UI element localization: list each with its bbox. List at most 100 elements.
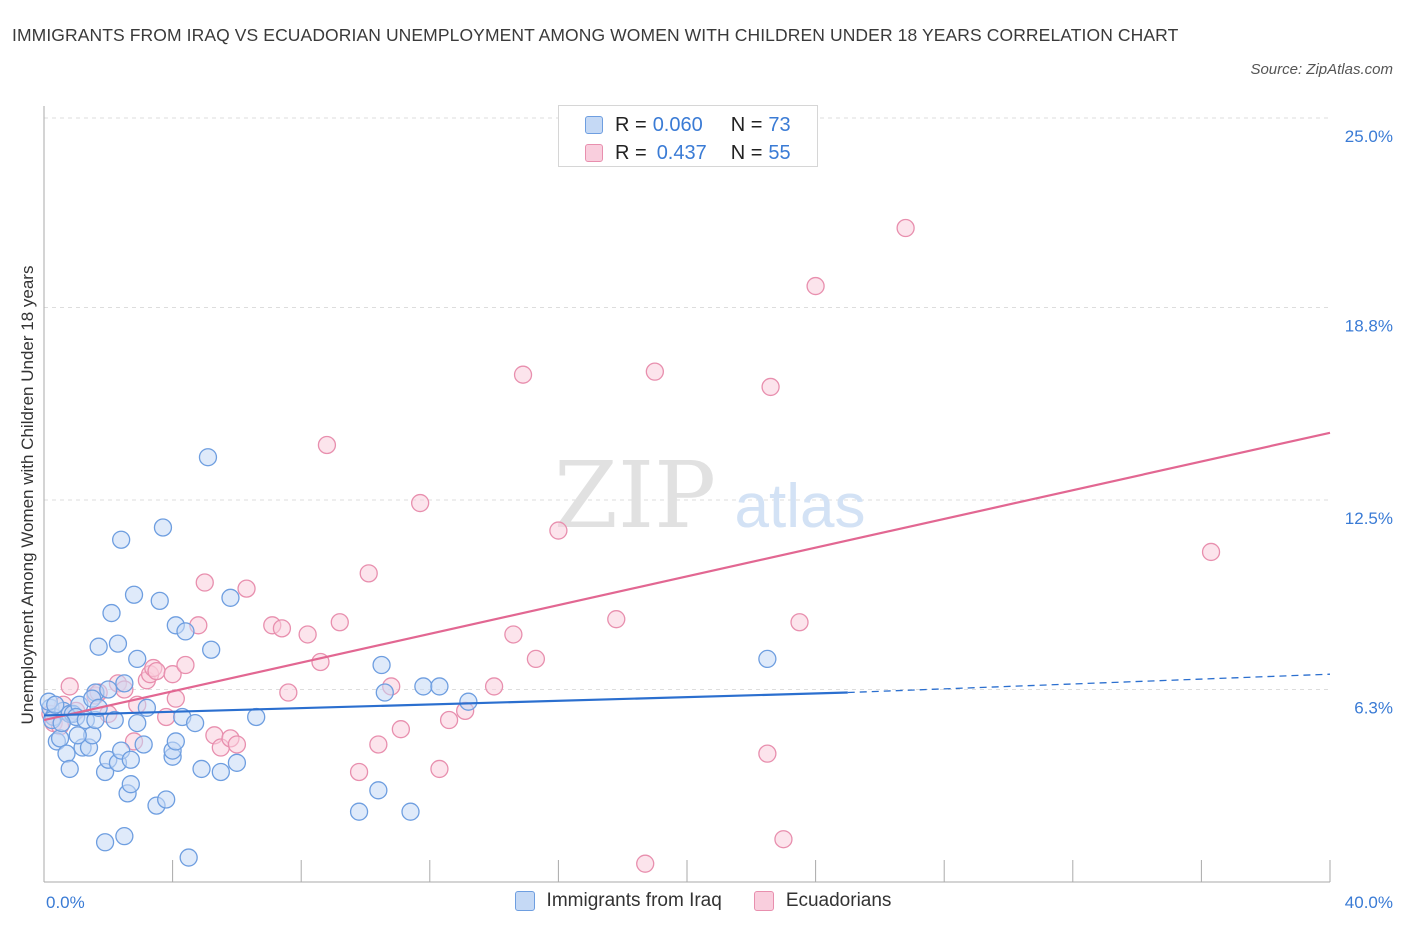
ecuadorians-point [359, 564, 378, 583]
ecuadorians-point [163, 665, 182, 684]
iraq-point [121, 750, 140, 769]
iraq-point [221, 588, 240, 607]
iraq-point [68, 726, 87, 745]
r-value: 0.437 [656, 141, 707, 164]
series-legend: Immigrants from Iraq Ecuadorians [0, 890, 1406, 912]
iraq-swatch [514, 891, 535, 911]
ecuadorians-point [147, 661, 166, 681]
iraq-point [89, 637, 108, 656]
r-label: R = [615, 113, 647, 136]
iraq-point [349, 802, 369, 821]
chart-title: IMMIGRANTS FROM IRAQ VS ECUADORIAN UNEMP… [12, 25, 1179, 45]
x-tick-labels: 0.0% 40.0% [46, 893, 1393, 912]
ecuadorians-point [317, 435, 337, 455]
y-tick-labels: 6.3% 12.5% 18.8% 25.0% [1345, 127, 1393, 717]
iraq-point [153, 518, 173, 537]
ecuadorians-point [896, 218, 915, 238]
y-tick-label: 25.0% [1345, 127, 1393, 146]
ecuadorians-trend-line [43, 431, 1331, 722]
ecuadorians-point [237, 579, 256, 598]
iraq-point [99, 680, 118, 699]
iraq-point [46, 695, 65, 714]
ecuadorians-point [279, 683, 298, 702]
legend-label-ecuadorians: Ecuadorians [785, 890, 892, 911]
ecuadorians-points [41, 218, 1221, 873]
y-tick-label: 12.5% [1345, 509, 1393, 528]
legend-item-iraq[interactable]: Immigrants from Iraq [514, 890, 722, 912]
n-value: 55 [768, 141, 791, 164]
ecuadorians-point [195, 573, 214, 592]
ecuadorians-point [607, 610, 626, 629]
ecuadorians-point [513, 365, 533, 384]
n-value: 73 [768, 113, 791, 136]
iraq-point [115, 674, 134, 693]
ecuadorians-point [549, 521, 568, 540]
ecuadorians-point [330, 613, 349, 632]
iraq-point [128, 649, 147, 669]
iraq-point [192, 759, 211, 779]
iraq-point [50, 729, 70, 748]
iraq-point [430, 677, 449, 696]
iraq-point [105, 710, 124, 730]
ecuadorians-point [439, 710, 459, 730]
iraq-point [124, 585, 144, 604]
ecuadorians-point [176, 655, 195, 675]
r-label: R = [615, 141, 647, 164]
iraq-point [247, 707, 266, 727]
iraq-point [185, 713, 205, 733]
watermark-zip: ZIP [554, 442, 716, 549]
ecuadorians-point [790, 613, 809, 632]
ecuadorians-point [430, 759, 449, 779]
ecuadorians-point [484, 677, 504, 696]
iraq-point [401, 802, 420, 821]
iraq-swatch [585, 116, 603, 134]
iraq-point [108, 634, 128, 653]
ecuadorians-point [369, 735, 388, 754]
legend-label-iraq: Immigrants from Iraq [546, 890, 722, 911]
iraq-point [157, 790, 176, 809]
iraq-point [198, 448, 218, 467]
iraq-point [102, 603, 121, 623]
ecuadorians-point [298, 625, 317, 644]
iraq-trend-line [43, 691, 848, 717]
ecuadorians-swatch [585, 144, 603, 162]
correlation-legend: R = 0.060 N = 73 R = 0.437 N = 55 [558, 105, 818, 167]
iraq-point [115, 827, 134, 846]
ecuadorians-point [758, 744, 777, 763]
x-tick-label-min: 0.0% [46, 893, 85, 912]
ecuadorians-point [227, 735, 247, 754]
iraq-point [166, 732, 185, 751]
x-tick-label-max: 40.0% [1345, 893, 1393, 912]
legend-row-ecuadorians: R = 0.437 N = 55 [585, 141, 791, 165]
watermark: ZIP atlas [554, 442, 866, 549]
ecuadorians-point [526, 649, 546, 669]
ecuadorians-point [504, 625, 523, 644]
iraq-point [179, 848, 198, 867]
iraq-point [60, 759, 79, 779]
ecuadorians-point [272, 619, 292, 638]
iraq-point [134, 735, 153, 754]
ecuadorians-point [349, 762, 369, 782]
y-tick-label: 18.8% [1345, 316, 1393, 335]
ecuadorians-point [774, 830, 793, 849]
watermark-atlas: atlas [735, 472, 866, 541]
iraq-point [112, 530, 131, 549]
iraq-point [459, 692, 478, 711]
legend-item-ecuadorians[interactable]: Ecuadorians [753, 890, 892, 912]
ecuadorians-swatch [753, 891, 774, 911]
ecuadorians-point [761, 377, 780, 397]
ecuadorians-point [60, 677, 79, 696]
iraq-point [176, 622, 195, 641]
axes [43, 106, 1331, 883]
ecuadorians-point [645, 362, 664, 381]
iraq-point [414, 677, 433, 696]
iraq-point [369, 781, 388, 800]
iraq-point [372, 655, 391, 675]
source-label: Source: ZipAtlas.com [1250, 61, 1393, 78]
y-tick-label: 6.3% [1354, 698, 1393, 717]
iraq-point [758, 649, 777, 669]
n-label: N = [730, 113, 763, 136]
ecuadorians-point [411, 493, 430, 513]
iraq-trend-extension [847, 673, 1331, 694]
